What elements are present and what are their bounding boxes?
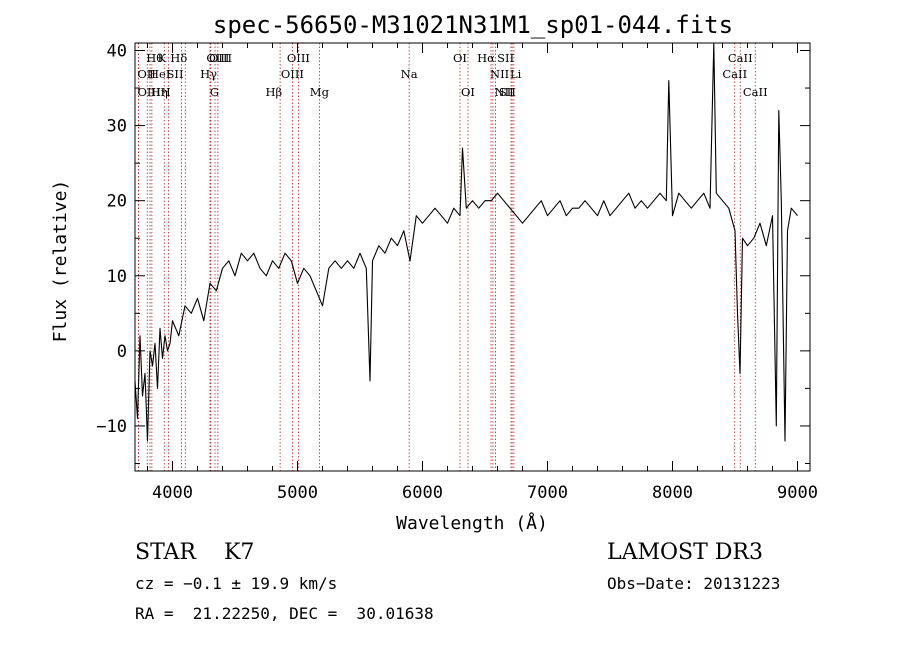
object-class: STAR K7 xyxy=(135,540,255,565)
y-tick-label-2: 10 xyxy=(107,267,127,287)
line-marker-label-17: Na xyxy=(401,67,418,81)
line-marker-label-16: Mg xyxy=(310,85,330,99)
line-marker-label-21: NII xyxy=(490,67,509,81)
x-tick-label-5: 9000 xyxy=(777,483,818,503)
line-marker-label-28: CaII xyxy=(743,85,768,99)
y-axis-label: Flux (relative) xyxy=(50,180,71,343)
x-tick-label-2: 6000 xyxy=(402,483,443,503)
x-axis-label: Wavelength (Å) xyxy=(396,512,548,534)
x-tick-label-3: 7000 xyxy=(527,483,568,503)
line-markers xyxy=(137,43,756,471)
plot-frame xyxy=(134,42,811,472)
y-tick-label-5: 40 xyxy=(107,42,127,62)
coordinates: RA = 21.22250, DEC = 30.01638 xyxy=(135,604,434,623)
line-marker-label-15: OIII xyxy=(287,51,310,65)
line-marker-label-23: SII xyxy=(497,51,514,65)
line-marker-label-6: SII xyxy=(167,67,184,81)
y-tick-label-0: −10 xyxy=(96,417,127,437)
line-marker-label-20: Hα xyxy=(477,51,495,65)
line-marker-label-14: OIII xyxy=(281,67,304,81)
line-marker-label-10: Hγ xyxy=(200,67,217,81)
line-marker-label-12: OIII xyxy=(206,51,229,65)
line-marker-label-5: K xyxy=(158,51,167,65)
line-marker-label-7: H xyxy=(161,85,171,99)
x-tick-label-4: 8000 xyxy=(652,483,693,503)
line-marker-label-18: OI xyxy=(453,51,467,65)
line-marker-label-26: CaII xyxy=(722,67,747,81)
spectrum-line-0 xyxy=(134,42,798,442)
x-tick-label-0: 4000 xyxy=(152,483,193,503)
line-marker-label-8: Hδ xyxy=(170,51,187,65)
data-release: LAMOST DR3 xyxy=(607,540,763,565)
line-marker-label-0: Hθ xyxy=(146,51,163,65)
line-marker-label-1: OII xyxy=(137,67,156,81)
line-marker-label-2: OIII xyxy=(138,85,161,99)
y-tick-label-4: 30 xyxy=(107,117,127,137)
line-marker-label-3: HeI xyxy=(149,67,170,81)
line-marker-label-22: NII xyxy=(495,85,514,99)
line-marker-label-4: Hη xyxy=(151,85,168,99)
line-marker-label-19: OI xyxy=(461,85,475,99)
observation-date: Obs−Date: 20131223 xyxy=(607,574,781,593)
line-marker-label-11: G xyxy=(210,85,219,99)
x-tick-label-1: 5000 xyxy=(277,483,318,503)
redshift-velocity: cz = −0.1 ± 19.9 km/s xyxy=(135,574,338,593)
y-tick-label-3: 20 xyxy=(107,192,127,212)
line-marker-label-24: Li xyxy=(510,67,522,81)
axis-ticks: 4000 5000 6000 7000 8000 9000 −10 0 10 20 30 40 xyxy=(96,42,818,503)
chart-title: spec-56650-M31021N31M1_sp01-044.fits xyxy=(213,11,733,39)
line-marker-label-25: SII xyxy=(499,85,516,99)
line-marker-label-13: Hβ xyxy=(265,85,282,99)
y-tick-label-1: 0 xyxy=(117,342,127,362)
series-layer xyxy=(134,42,798,442)
line-marker-label-27: CaII xyxy=(728,51,753,65)
line-marker-label-9: OIII xyxy=(209,51,232,65)
